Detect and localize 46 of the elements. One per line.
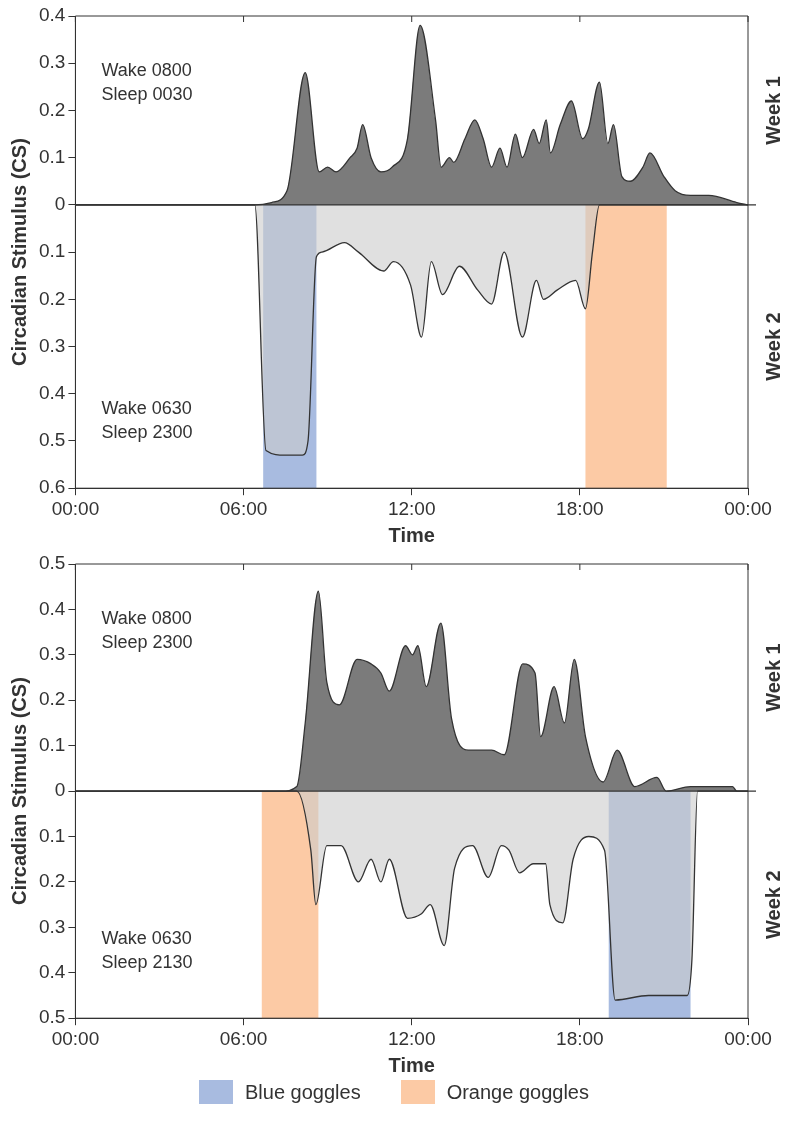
y-tick-label: 0.3 <box>38 643 66 665</box>
y-tick-label: 0.5 <box>38 429 66 451</box>
text: Week 1 <box>761 643 784 712</box>
x-axis-title: Time <box>388 1053 435 1076</box>
y-tick-label: 0.3 <box>38 915 66 937</box>
y-tick-label: 0.1 <box>38 824 66 846</box>
x-tick-label: 06:00 <box>219 497 268 519</box>
y-tick-label: 0.1 <box>38 240 66 262</box>
annotation: Wake 0630 Sleep 2300 <box>101 397 193 445</box>
y-tick-label: 0.4 <box>38 381 66 403</box>
annotation: Wake 0800 Sleep 2300 <box>101 607 193 654</box>
x-tick-label: 12:00 <box>387 497 436 519</box>
y-axis-title: Circadian Stimulus (CS) <box>7 138 30 367</box>
y-tick-label: 0.4 <box>38 961 66 983</box>
y-tick-label: 0.5 <box>38 1006 66 1028</box>
y-tick-label: 0.6 <box>38 476 66 498</box>
y-tick-label: 0.2 <box>38 688 66 710</box>
annotation: Wake 0800 Sleep 0030 <box>101 59 193 106</box>
y-tick-label: 0.4 <box>38 4 66 26</box>
x-tick-label: 06:00 <box>219 1027 268 1049</box>
y-tick-label: 0.1 <box>38 145 66 167</box>
y-tick-label: 0.3 <box>38 334 66 356</box>
y-tick-label: 0.2 <box>38 98 66 120</box>
x-axis-title: Time <box>388 523 435 546</box>
text: Week 2 <box>761 312 784 381</box>
x-tick-label: 18:00 <box>556 1027 604 1049</box>
y-tick-label: 0.1 <box>38 733 66 755</box>
annotation: Wake 0630 Sleep 2130 <box>101 927 193 975</box>
x-tick-label: 00:00 <box>724 497 772 519</box>
y-tick-label: 0.2 <box>38 287 66 309</box>
y-axis-title: Circadian Stimulus (CS) <box>7 677 30 906</box>
y-tick-label: 0.4 <box>38 597 66 619</box>
y-tick-label: 0 <box>54 779 66 801</box>
y-tick-label: 0.3 <box>38 51 66 73</box>
x-tick-label: 00:00 <box>51 1027 100 1049</box>
y-tick-label: 0.5 <box>38 552 66 574</box>
legend-label: Blue goggles <box>245 1080 361 1104</box>
y-tick-label: 0.2 <box>38 870 66 892</box>
x-tick-label: 00:00 <box>724 1027 772 1049</box>
text: Week 1 <box>761 76 784 145</box>
x-tick-label: 00:00 <box>51 497 100 519</box>
x-tick-label: 12:00 <box>387 1027 436 1049</box>
text: Week 2 <box>761 870 784 939</box>
legend-label: Orange goggles <box>446 1080 589 1104</box>
x-tick-label: 18:00 <box>556 497 604 519</box>
y-tick-label: 0 <box>54 193 66 215</box>
